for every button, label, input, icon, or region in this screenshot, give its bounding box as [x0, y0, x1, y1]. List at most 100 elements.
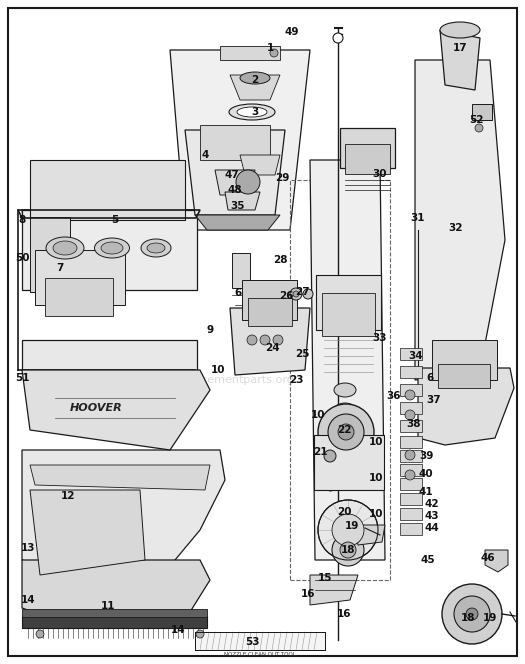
Text: 29: 29	[275, 173, 289, 183]
Text: 10: 10	[369, 509, 383, 519]
Polygon shape	[485, 550, 508, 572]
Polygon shape	[310, 575, 358, 605]
Bar	[35, 250, 125, 305]
Polygon shape	[22, 450, 225, 590]
Text: 27: 27	[295, 287, 309, 297]
Text: 12: 12	[61, 491, 75, 501]
Circle shape	[270, 49, 278, 57]
Polygon shape	[355, 525, 385, 545]
Text: 4: 4	[201, 150, 209, 160]
Polygon shape	[170, 50, 310, 230]
Circle shape	[454, 596, 490, 632]
Bar	[195, 632, 325, 650]
Text: 8: 8	[18, 215, 26, 225]
Circle shape	[247, 335, 257, 345]
Text: 1: 1	[266, 43, 274, 53]
Bar	[400, 450, 422, 462]
Text: 20: 20	[337, 507, 351, 517]
Circle shape	[260, 335, 270, 345]
Bar	[232, 253, 250, 288]
Text: 10: 10	[211, 365, 225, 375]
Text: 18: 18	[341, 545, 355, 555]
Polygon shape	[230, 75, 280, 100]
Bar	[400, 366, 422, 378]
Bar	[400, 478, 422, 490]
Bar	[345, 144, 390, 174]
Ellipse shape	[336, 423, 358, 437]
Text: 18: 18	[461, 613, 475, 623]
Text: 23: 23	[289, 375, 303, 385]
Text: 2: 2	[251, 75, 259, 85]
Circle shape	[318, 404, 374, 460]
Text: 10: 10	[369, 437, 383, 447]
Text: 16: 16	[337, 609, 351, 619]
Bar	[400, 402, 422, 414]
Text: ereplacementparts.org: ereplacementparts.org	[166, 375, 294, 385]
Text: 3: 3	[251, 107, 259, 117]
Text: 49: 49	[285, 27, 299, 37]
Text: 33: 33	[373, 333, 387, 343]
Circle shape	[290, 288, 302, 300]
Bar	[220, 46, 280, 60]
Text: 35: 35	[231, 201, 245, 211]
Ellipse shape	[229, 104, 275, 120]
Ellipse shape	[141, 239, 171, 257]
Text: 14: 14	[20, 595, 35, 605]
Bar	[242, 280, 297, 320]
Text: 6: 6	[234, 288, 242, 298]
Ellipse shape	[237, 107, 267, 117]
Polygon shape	[22, 560, 210, 628]
Circle shape	[340, 542, 356, 558]
Text: HOOVER: HOOVER	[70, 403, 123, 413]
Text: 43: 43	[425, 511, 439, 521]
Bar	[340, 128, 395, 168]
Text: 39: 39	[419, 451, 433, 461]
Circle shape	[196, 630, 204, 638]
Circle shape	[293, 291, 299, 297]
Polygon shape	[215, 170, 255, 195]
Circle shape	[466, 608, 478, 620]
Polygon shape	[310, 160, 385, 560]
Text: 42: 42	[425, 499, 439, 509]
Text: 47: 47	[225, 170, 239, 180]
Text: 37: 37	[427, 395, 442, 405]
Text: 31: 31	[411, 213, 425, 223]
Bar	[45, 278, 113, 316]
Ellipse shape	[240, 72, 270, 84]
Polygon shape	[440, 30, 480, 90]
Bar	[22, 616, 207, 628]
Bar	[30, 217, 70, 292]
Text: 38: 38	[407, 419, 421, 429]
Circle shape	[442, 584, 502, 644]
Ellipse shape	[94, 238, 130, 258]
Text: 10: 10	[369, 473, 383, 483]
Text: 7: 7	[56, 263, 64, 273]
Text: 48: 48	[228, 185, 243, 195]
Bar	[400, 493, 422, 505]
Bar	[22, 210, 197, 290]
Circle shape	[36, 630, 44, 638]
Polygon shape	[418, 368, 514, 445]
Text: 19: 19	[483, 613, 497, 623]
Bar	[400, 436, 422, 448]
Text: 24: 24	[265, 343, 279, 353]
Bar	[314, 435, 384, 490]
Circle shape	[338, 424, 354, 440]
Circle shape	[332, 534, 364, 566]
Bar	[432, 340, 497, 380]
Bar	[400, 420, 422, 432]
Bar	[322, 293, 375, 336]
Text: 28: 28	[273, 255, 287, 265]
Ellipse shape	[334, 383, 356, 397]
Ellipse shape	[334, 403, 356, 417]
Text: 34: 34	[408, 351, 423, 361]
Text: 19: 19	[345, 521, 359, 531]
Circle shape	[332, 514, 364, 546]
Text: 6: 6	[426, 373, 434, 383]
Text: 51: 51	[15, 373, 29, 383]
Circle shape	[405, 410, 415, 420]
Text: 46: 46	[481, 553, 495, 563]
Bar	[30, 160, 185, 220]
Polygon shape	[240, 155, 280, 175]
Ellipse shape	[101, 242, 123, 254]
